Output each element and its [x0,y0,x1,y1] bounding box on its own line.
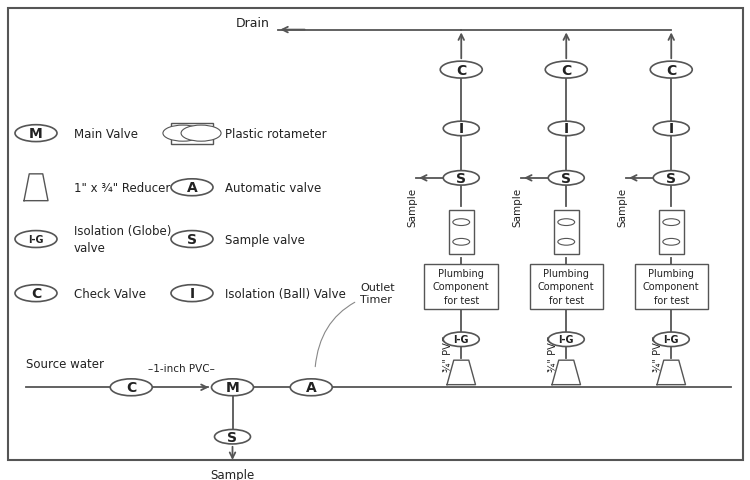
Ellipse shape [548,332,584,347]
Text: I: I [669,122,674,136]
FancyBboxPatch shape [530,264,603,309]
Text: Sample: Sample [617,188,628,227]
Ellipse shape [453,239,470,246]
Text: A: A [306,381,316,395]
Ellipse shape [653,332,689,347]
Text: I: I [459,122,464,136]
Text: –1-inch PVC–: –1-inch PVC– [148,364,215,374]
Text: M: M [226,381,239,395]
Ellipse shape [650,62,692,79]
Ellipse shape [15,231,57,248]
Polygon shape [24,175,48,201]
Text: Drain: Drain [236,17,270,30]
FancyBboxPatch shape [448,210,474,255]
Ellipse shape [653,122,689,136]
Ellipse shape [171,285,213,302]
Text: I: I [564,122,568,136]
Ellipse shape [653,171,689,186]
Ellipse shape [163,126,203,142]
Text: I-G: I-G [28,235,44,244]
Text: Plumbing
Component
for test: Plumbing Component for test [643,269,700,305]
Text: Plastic rotameter: Plastic rotameter [225,127,327,140]
Text: S: S [456,171,466,185]
Polygon shape [447,360,476,385]
Text: Outlet
Timer: Outlet Timer [315,283,394,367]
Ellipse shape [558,239,574,246]
FancyBboxPatch shape [424,264,498,309]
Text: Main Valve: Main Valve [74,127,137,140]
Text: ¾" PVC: ¾" PVC [548,335,558,371]
Ellipse shape [15,125,57,142]
Ellipse shape [453,219,470,226]
Ellipse shape [181,126,221,142]
Text: S: S [187,232,197,247]
Text: I-G: I-G [559,335,574,345]
Text: C: C [666,63,676,77]
Text: Plumbing
Component
for test: Plumbing Component for test [433,269,490,305]
Ellipse shape [440,62,482,79]
Text: A: A [187,181,197,195]
Polygon shape [552,360,580,385]
Text: S: S [561,171,572,185]
Text: M: M [29,127,43,141]
Ellipse shape [558,219,574,226]
Text: I: I [190,287,194,300]
Ellipse shape [171,231,213,248]
Ellipse shape [545,62,587,79]
Text: C: C [456,63,466,77]
Ellipse shape [548,171,584,186]
Text: Sample: Sample [407,188,418,227]
Text: ¾" PVC: ¾" PVC [652,335,663,371]
FancyBboxPatch shape [658,210,684,255]
FancyBboxPatch shape [8,10,742,460]
Text: Sample valve: Sample valve [225,233,304,246]
Ellipse shape [15,285,57,302]
Text: ¾" PVC: ¾" PVC [442,335,453,371]
Ellipse shape [214,430,250,444]
Text: Sample: Sample [512,188,523,227]
FancyBboxPatch shape [171,123,213,144]
Ellipse shape [443,332,479,347]
Ellipse shape [211,379,254,396]
Ellipse shape [663,239,680,246]
Ellipse shape [290,379,332,396]
Text: Check Valve: Check Valve [74,287,146,300]
Text: Isolation (Globe): Isolation (Globe) [74,225,171,238]
Text: I-G: I-G [454,335,469,345]
Text: Automatic valve: Automatic valve [225,181,321,194]
Text: valve: valve [74,241,105,254]
Ellipse shape [171,180,213,196]
Text: 1" x ¾" Reducer: 1" x ¾" Reducer [74,181,170,194]
Text: C: C [31,287,41,300]
Text: Plumbing
Component
for test: Plumbing Component for test [538,269,595,305]
Polygon shape [657,360,686,385]
Text: Source water: Source water [26,358,104,371]
Text: I-G: I-G [664,335,679,345]
Text: S: S [227,430,238,444]
Ellipse shape [443,171,479,186]
FancyBboxPatch shape [634,264,708,309]
Ellipse shape [110,379,152,396]
Ellipse shape [548,122,584,136]
Text: C: C [126,381,136,395]
Text: C: C [561,63,572,77]
Text: Sample: Sample [210,468,254,480]
Text: S: S [666,171,676,185]
FancyBboxPatch shape [554,210,579,255]
Text: Isolation (Ball) Valve: Isolation (Ball) Valve [225,287,346,300]
Ellipse shape [663,219,680,226]
Ellipse shape [443,122,479,136]
